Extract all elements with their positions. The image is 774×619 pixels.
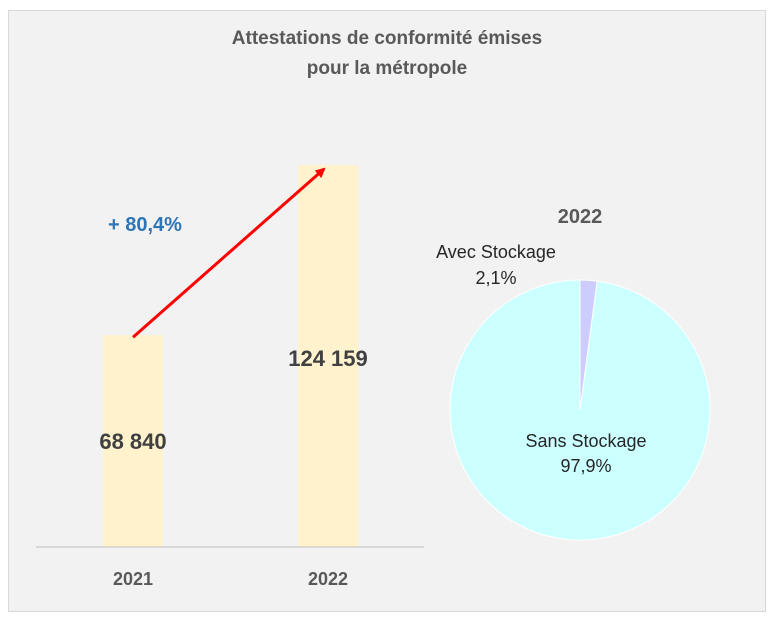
x-tick-label: 2021 <box>113 569 153 589</box>
pie-label-value: 97,9% <box>560 456 611 476</box>
pie-label-name: Sans Stockage <box>525 431 646 451</box>
pie-label-value: 2,1% <box>475 268 516 288</box>
chart-title: Attestations de conformité émises pour l… <box>0 24 774 84</box>
chart-title-line-1: Attestations de conformité émises <box>231 28 543 49</box>
bar-2021 <box>103 335 163 547</box>
bar-2022 <box>298 165 358 547</box>
bar-value-label: 124 159 <box>288 346 368 371</box>
x-tick-label: 2022 <box>308 569 348 589</box>
growth-arrow <box>132 167 326 339</box>
chart-title-line-2: pour la métropole <box>306 58 468 79</box>
pie-title: 2022 <box>558 206 603 228</box>
growth-label: + 80,4% <box>108 214 182 236</box>
pie-slice-avec-stockage <box>579 279 598 411</box>
bar-value-label: 68 840 <box>99 429 166 454</box>
pie-label-name: Avec Stockage <box>436 242 556 262</box>
